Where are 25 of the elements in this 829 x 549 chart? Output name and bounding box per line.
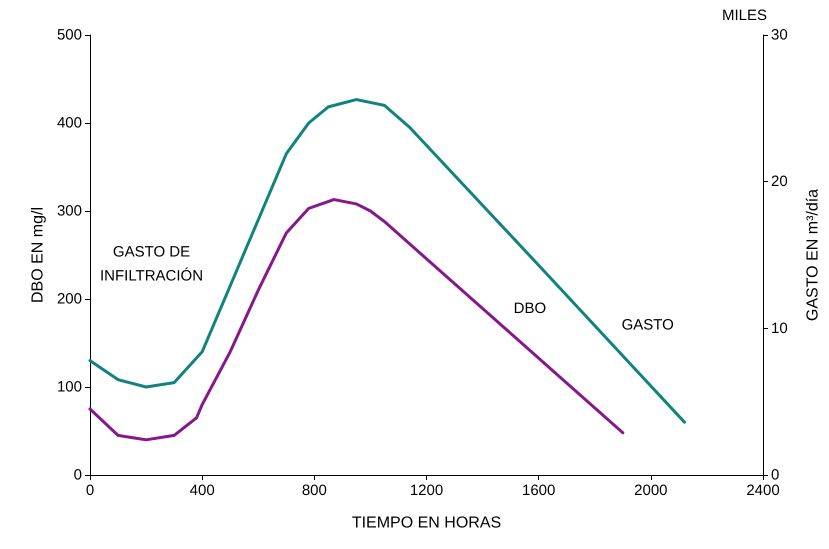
text: MILES	[722, 7, 767, 24]
x-tick-label: 2400	[746, 482, 780, 499]
x-tick-label: 400	[190, 482, 215, 499]
x-tick-label: 0	[86, 482, 94, 499]
y-axis-title: DBO EN mg/l	[30, 206, 47, 304]
y2-tick-label: 0	[771, 466, 780, 484]
y-tick-label: 200	[56, 290, 82, 308]
annotation: GASTO DE INFILTRACIÓN	[100, 244, 204, 284]
series-label: DBO	[514, 300, 546, 318]
y2-tick-label: 10	[771, 320, 788, 337]
y-tick-label: 300	[56, 202, 82, 220]
x-tick-label: 800	[302, 482, 327, 499]
line-series	[88, 98, 686, 424]
y-tick-label: 0	[74, 466, 82, 484]
y-tick-label: 100	[56, 378, 82, 396]
y2-tick-label: 20	[771, 173, 788, 190]
y-tick-label: 400	[56, 114, 82, 132]
x-tick-label: 1600	[522, 482, 556, 499]
x-axis-title: TIEMPO EN HORAS	[352, 514, 502, 532]
y2-tick-label: 30	[771, 26, 788, 44]
y2-axis-title: GASTO EN m³/día	[804, 188, 822, 322]
y-tick-label: 500	[56, 26, 82, 44]
series-label: GASTO	[622, 316, 674, 334]
x-tick-label: 1200	[410, 482, 444, 499]
x-tick-label: 2000	[634, 482, 668, 499]
